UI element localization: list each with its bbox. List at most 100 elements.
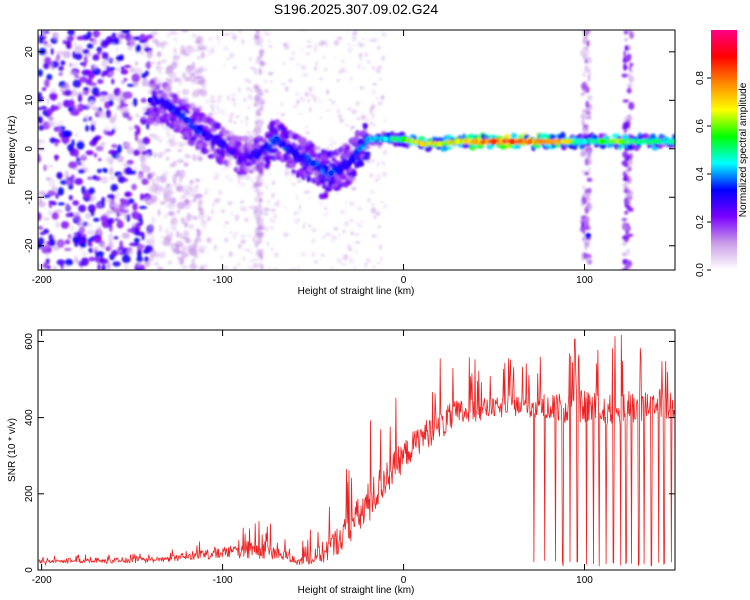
- noise-cell: [170, 197, 177, 204]
- noise-cell: [105, 109, 112, 119]
- noise-cell: [58, 65, 64, 72]
- noise-cell: [99, 94, 107, 103]
- speckle-cell: [331, 141, 338, 145]
- colorbar-tick-label: 0.6: [695, 119, 706, 133]
- noise-cell: [107, 241, 114, 250]
- noise-cell: [140, 265, 146, 270]
- speckle-cell: [240, 206, 246, 212]
- speckle-cell: [335, 237, 338, 240]
- speckle-cell: [321, 235, 327, 240]
- speckle-cell: [228, 251, 233, 258]
- ridge-point: [437, 141, 443, 147]
- speckle-cell: [229, 52, 235, 59]
- noise-cell: [47, 210, 52, 216]
- ridge-halo-cell: [353, 138, 358, 146]
- noise-cell: [85, 213, 91, 220]
- noise-cell: [92, 175, 98, 181]
- noise-cell: [74, 148, 79, 158]
- speckle-cell: [313, 46, 318, 53]
- x-tick-label: -200: [32, 275, 52, 286]
- speckle-cell: [377, 68, 381, 74]
- speckle-cell: [319, 200, 323, 207]
- noise-cell: [201, 221, 207, 229]
- noise-cell: [63, 83, 69, 90]
- noise-cell: [158, 68, 162, 76]
- speckle-cell: [246, 264, 252, 269]
- ridge-halo-cell: [299, 137, 307, 145]
- ridge-halo-cell: [359, 160, 365, 167]
- ridge-core-cell: [190, 118, 195, 124]
- noise-cell: [131, 221, 137, 228]
- ridge-point: [636, 139, 642, 144]
- speckle-cell: [359, 57, 363, 62]
- noise-cell: [95, 251, 105, 257]
- speckle-cell: [231, 34, 238, 41]
- speckle-cell: [217, 40, 221, 46]
- noise-cell: [67, 30, 75, 36]
- noise-cell: [56, 259, 66, 266]
- feature-1-cell: [256, 56, 262, 60]
- feature-4-cell: [626, 198, 632, 206]
- noise-cell: [145, 62, 152, 69]
- noise-cell: [195, 228, 200, 233]
- ridge-core-cell: [209, 133, 214, 139]
- noise-cell: [68, 225, 75, 231]
- noise-cell: [92, 136, 100, 142]
- ridge-core-cell: [351, 158, 356, 164]
- speckle-cell: [271, 195, 275, 199]
- speckle-cell: [377, 65, 383, 69]
- noise-cell: [91, 87, 100, 96]
- ridge-halo-cell: [248, 135, 254, 143]
- speckle-cell: [383, 119, 388, 123]
- speckle-cell: [284, 170, 290, 177]
- speckle-cell: [333, 40, 339, 46]
- ridge-point: [165, 102, 171, 108]
- ridge-halo-cell: [362, 124, 368, 130]
- noise-cell: [66, 177, 74, 181]
- noise-cell: [136, 255, 143, 263]
- speckle-cell: [371, 159, 375, 163]
- noise-cell: [134, 132, 139, 142]
- noise-cell: [167, 64, 172, 71]
- speckle-cell: [263, 211, 268, 216]
- noise-cell: [159, 200, 167, 206]
- noise-cell: [171, 133, 176, 141]
- speckle-cell: [328, 138, 335, 142]
- speckle-cell: [209, 104, 215, 109]
- feature-4-cell: [626, 83, 633, 88]
- speckle-cell: [223, 266, 229, 269]
- spectrogram-frame: [37, 29, 676, 271]
- speckle-cell: [233, 265, 237, 270]
- noise-cell: [38, 237, 45, 246]
- speckle-cell: [291, 182, 296, 186]
- noise-cell: [197, 46, 207, 51]
- noise-cell: [49, 238, 56, 247]
- feature-4-cell: [627, 166, 632, 172]
- ridge-halo-cell: [201, 142, 208, 148]
- ridge-halo-cell: [269, 120, 277, 127]
- speckle-cell: [372, 37, 378, 43]
- noise-cell: [93, 217, 100, 222]
- noise-cell: [93, 152, 98, 158]
- feature-2-cell: [586, 40, 590, 47]
- noise-cell: [179, 49, 187, 56]
- noise-cell: [144, 244, 153, 252]
- noise-cell: [111, 143, 118, 149]
- feature-1-cell: [252, 263, 259, 269]
- speckle-cell: [246, 130, 252, 136]
- speckle-cell: [309, 106, 312, 113]
- noise-cell: [170, 72, 178, 80]
- noise-cell: [65, 170, 69, 177]
- speckle-cell: [347, 243, 350, 247]
- noise-cell: [108, 149, 117, 155]
- noise-cell: [173, 248, 177, 253]
- noise-cell: [150, 61, 156, 65]
- noise-cell: [85, 150, 94, 156]
- speckle-cell: [369, 259, 372, 262]
- ridge-core-cell: [268, 143, 273, 150]
- noise-cell: [101, 60, 108, 68]
- speckle-cell: [377, 161, 380, 167]
- noise-cell: [51, 105, 60, 111]
- noise-cell: [151, 178, 155, 185]
- ridge-halo-cell: [277, 151, 282, 156]
